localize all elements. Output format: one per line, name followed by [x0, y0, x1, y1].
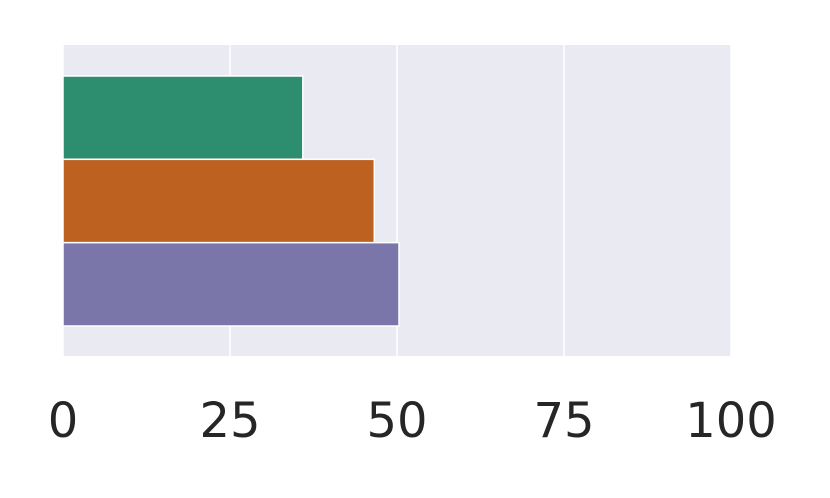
bar [62, 75, 304, 161]
x-tick-label: 0 [48, 393, 79, 449]
x-tick-label: 75 [533, 393, 594, 449]
x-tick-label: 25 [199, 393, 260, 449]
bar [62, 241, 400, 327]
bar [62, 158, 376, 244]
x-tick-label: 50 [366, 393, 427, 449]
x-tick-label: 100 [685, 393, 777, 449]
